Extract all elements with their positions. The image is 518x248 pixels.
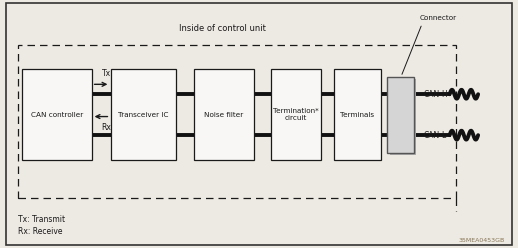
Text: Tx: Transmit: Tx: Transmit bbox=[18, 215, 65, 224]
Text: Connector: Connector bbox=[420, 15, 457, 21]
Text: Inside of control unit: Inside of control unit bbox=[179, 24, 266, 33]
Bar bbox=[334, 69, 381, 160]
Bar bbox=[194, 69, 254, 160]
Text: 35MEA0453GB: 35MEA0453GB bbox=[459, 238, 505, 243]
Text: Termination*
circuit: Termination* circuit bbox=[273, 108, 319, 121]
Text: CAN controller: CAN controller bbox=[31, 112, 83, 118]
Text: Transceiver IC: Transceiver IC bbox=[119, 112, 169, 118]
Bar bbox=[387, 77, 414, 153]
Bar bbox=[390, 79, 416, 155]
Text: Rx: Receive: Rx: Receive bbox=[18, 227, 63, 236]
Text: Noise filter: Noise filter bbox=[205, 112, 243, 118]
Text: Terminals: Terminals bbox=[340, 112, 375, 118]
Text: CAN-L: CAN-L bbox=[423, 131, 447, 140]
Bar bbox=[111, 69, 176, 160]
Text: CAN-H: CAN-H bbox=[423, 90, 448, 99]
Text: Tx: Tx bbox=[102, 69, 111, 78]
Bar bbox=[18, 45, 456, 198]
Bar bbox=[22, 69, 92, 160]
Text: Rx: Rx bbox=[102, 123, 111, 132]
Bar bbox=[271, 69, 321, 160]
